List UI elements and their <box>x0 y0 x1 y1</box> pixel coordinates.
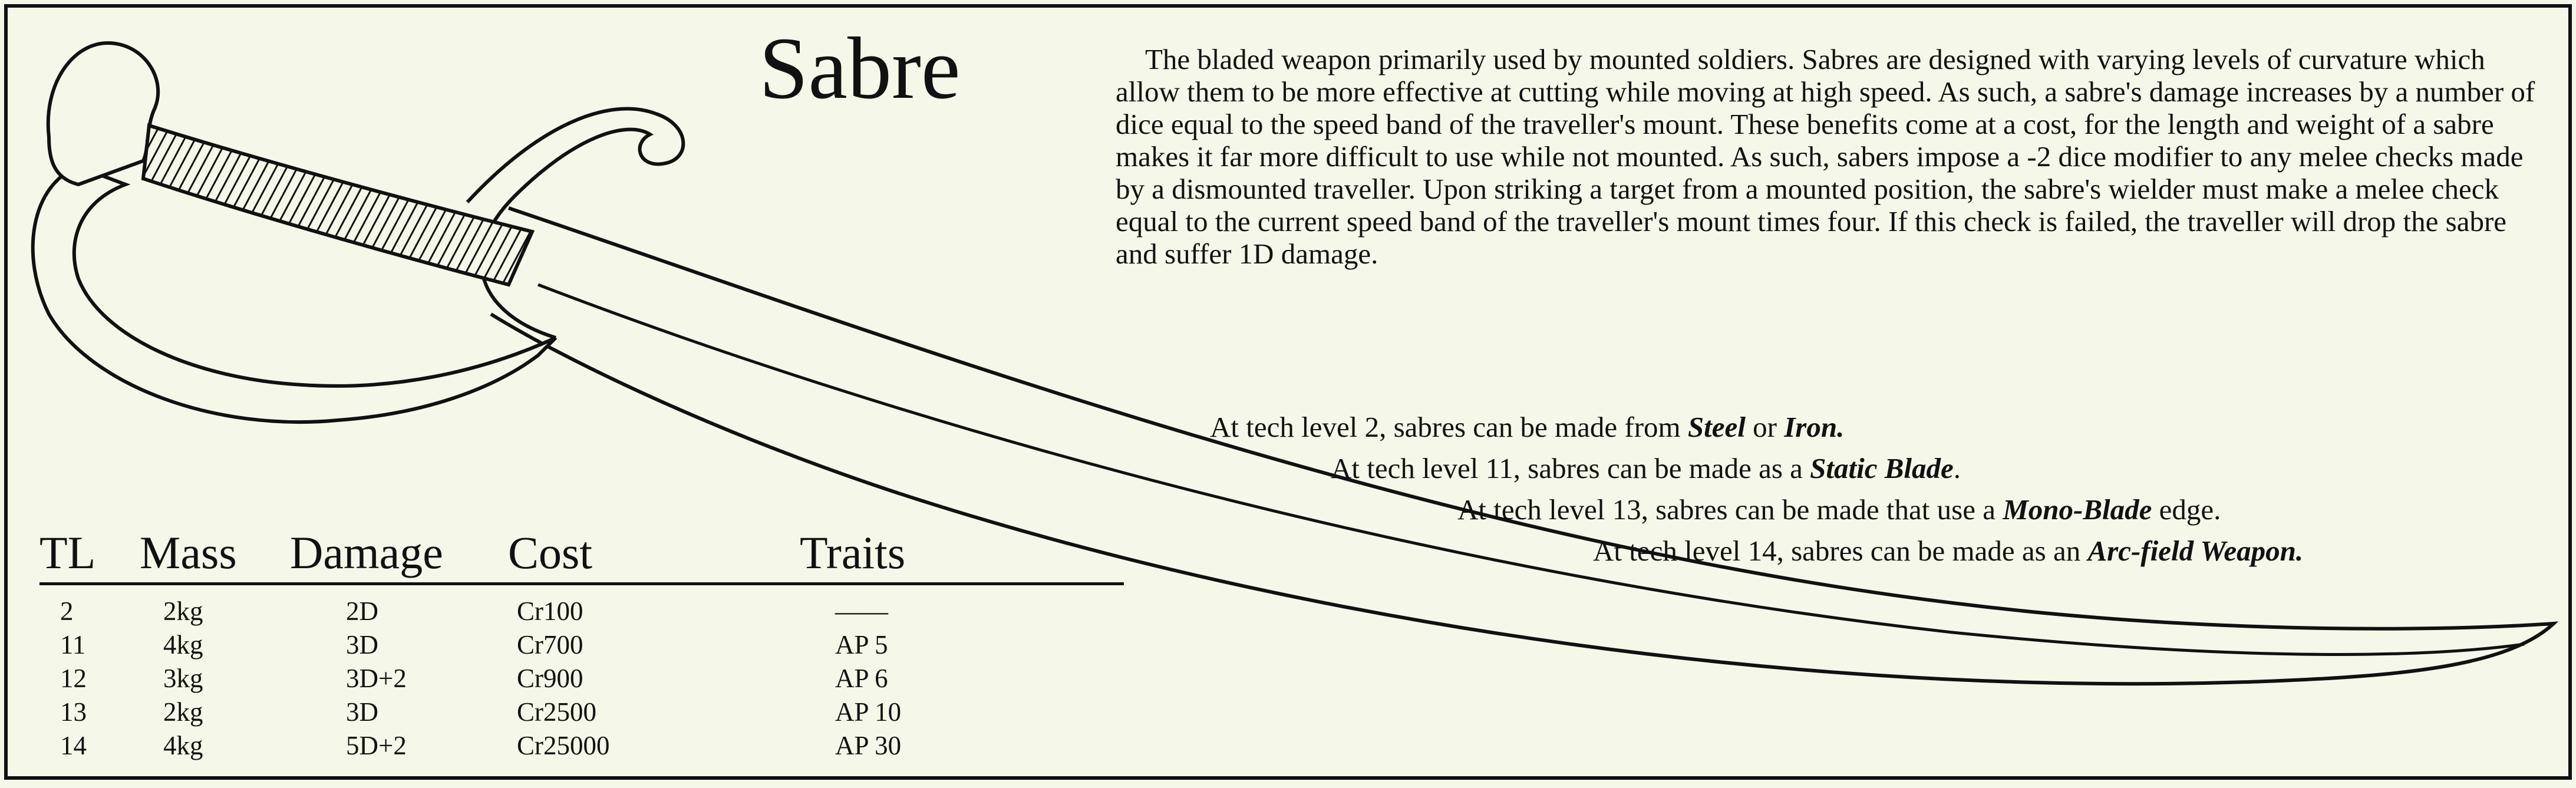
header-tl: TL <box>39 527 96 578</box>
header-damage: Damage <box>290 527 443 578</box>
weapon-card: Sabre The bladed weapon primarily used b… <box>4 4 2572 780</box>
blade-fuller <box>537 283 2525 656</box>
grip <box>141 123 535 287</box>
blade <box>490 206 2559 686</box>
guard <box>31 164 558 424</box>
pommel <box>46 41 160 187</box>
tech-note-4: At tech level 14, sabres can be made as … <box>1593 535 2304 567</box>
page-title: Sabre <box>759 19 961 117</box>
sabre-illustration <box>31 41 2559 686</box>
tech-note-3: At tech level 13, sabres can be made tha… <box>1457 493 2221 526</box>
description: The bladed weapon primarily used by moun… <box>1116 43 2554 270</box>
table-rule <box>39 582 1124 585</box>
tech-note-1: At tech level 2, sabres can be made from… <box>1210 411 1845 443</box>
description-text: The bladed weapon primarily used by moun… <box>1116 43 2535 270</box>
header-mass: Mass <box>140 527 237 578</box>
header-traits: Traits <box>800 527 906 578</box>
header-cost: Cost <box>508 527 593 578</box>
tech-note-2: At tech level 11, sabres can be made as … <box>1331 452 1961 484</box>
